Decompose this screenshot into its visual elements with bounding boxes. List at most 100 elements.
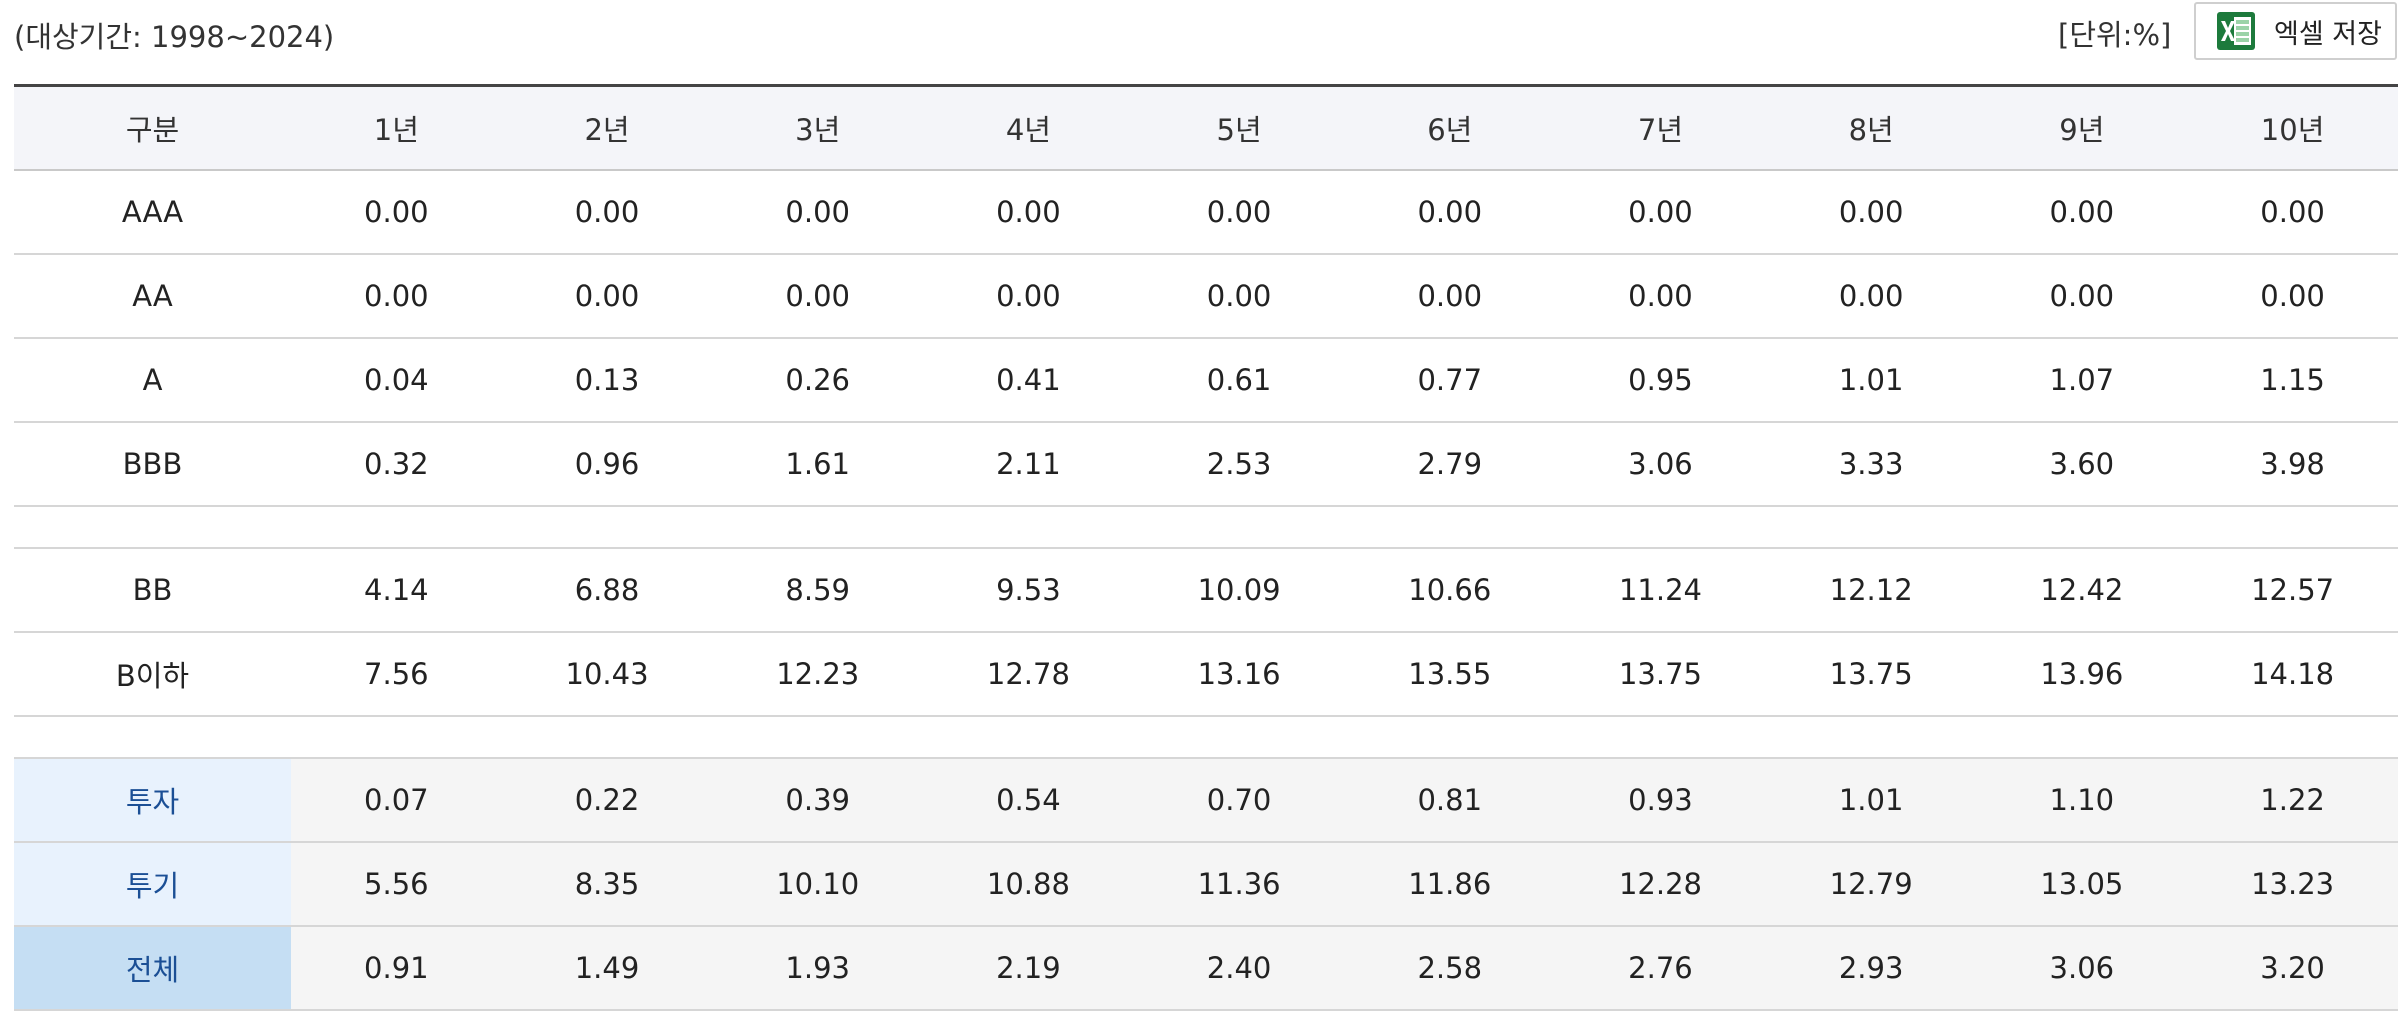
table-cell: 0.39 xyxy=(712,758,924,843)
table-cell: 12.28 xyxy=(1555,842,1766,927)
table-cell: 0.00 xyxy=(712,170,924,255)
table-cell: 0.00 xyxy=(1555,254,1766,339)
summary-label: 투자 xyxy=(14,758,291,843)
table-cell: 11.36 xyxy=(1133,842,1345,927)
table-cell: 0.26 xyxy=(712,338,924,423)
table-cell: 5.56 xyxy=(291,842,502,927)
table-cell: 1.22 xyxy=(2187,758,2398,843)
table-header-row: 구분 1년 2년 3년 4년 5년 6년 7년 8년 9년 10년 xyxy=(14,84,2398,171)
table-cell: 2.93 xyxy=(1765,926,1977,1011)
table-cell: 12.42 xyxy=(1976,548,2188,633)
table-cell: 0.00 xyxy=(2187,254,2398,339)
table-cell: 0.54 xyxy=(923,758,1134,843)
table-cell: 2.19 xyxy=(923,926,1134,1011)
table-row: AAA 0.00 0.00 0.00 0.00 0.00 0.00 0.00 0.00 0.00 0… xyxy=(14,170,2398,255)
excel-icon xyxy=(2217,12,2255,50)
column-header: 2년 xyxy=(501,84,713,171)
table-cell: 2.58 xyxy=(1344,926,1556,1011)
table-cell: 1.10 xyxy=(1976,758,2188,843)
table-cell: 0.32 xyxy=(291,422,502,507)
table-cell: 0.00 xyxy=(1555,170,1766,255)
table-cell: 4.14 xyxy=(291,548,502,633)
table-cell: 0.81 xyxy=(1344,758,1556,843)
table-cell: 1.01 xyxy=(1765,758,1977,843)
table-cell: 6.88 xyxy=(501,548,713,633)
table-cell: 10.09 xyxy=(1133,548,1345,633)
column-header: 9년 xyxy=(1976,84,2188,171)
table-cell: 3.33 xyxy=(1765,422,1977,507)
table-cell: 0.00 xyxy=(501,170,713,255)
table-row: BB 4.14 6.88 8.59 9.53 10.09 10.66 11.24 12.12 12… xyxy=(14,548,2398,633)
default-rate-table: 구분 1년 2년 3년 4년 5년 6년 7년 8년 9년 10년 AAA 0.0… xyxy=(14,84,2398,1011)
table-cell: 2.79 xyxy=(1344,422,1556,507)
spacer-row xyxy=(14,716,2398,759)
table-cell: 1.93 xyxy=(712,926,924,1011)
spacer-cell xyxy=(14,716,2398,759)
table-cell: 0.41 xyxy=(923,338,1134,423)
table-cell: 0.13 xyxy=(501,338,713,423)
table-cell: 3.20 xyxy=(2187,926,2398,1011)
table-cell: 10.43 xyxy=(501,632,713,717)
table-cell: 13.96 xyxy=(1976,632,2188,717)
row-label: AAA xyxy=(14,170,291,255)
table-cell: 0.00 xyxy=(923,254,1134,339)
table-cell: 10.66 xyxy=(1344,548,1556,633)
table-cell: 2.40 xyxy=(1133,926,1345,1011)
table-cell: 10.10 xyxy=(712,842,924,927)
column-header: 1년 xyxy=(291,84,502,171)
table-cell: 1.15 xyxy=(2187,338,2398,423)
table-cell: 1.49 xyxy=(501,926,713,1011)
column-header: 7년 xyxy=(1555,84,1766,171)
table-cell: 0.00 xyxy=(1133,254,1345,339)
excel-save-label: 엑셀 저장 xyxy=(2274,18,2382,50)
table-cell: 0.22 xyxy=(501,758,713,843)
period-text: (대상기간: 1998~2024) xyxy=(14,20,335,54)
column-header: 6년 xyxy=(1344,84,1556,171)
table-cell: 0.70 xyxy=(1133,758,1345,843)
table-cell: 3.06 xyxy=(1976,926,2188,1011)
table-cell: 2.53 xyxy=(1133,422,1345,507)
column-header: 8년 xyxy=(1765,84,1977,171)
table-cell: 11.86 xyxy=(1344,842,1556,927)
table-cell: 0.61 xyxy=(1133,338,1345,423)
table-cell: 0.00 xyxy=(1133,170,1345,255)
table-cell: 12.79 xyxy=(1765,842,1977,927)
table-cell: 7.56 xyxy=(291,632,502,717)
table-cell: 1.61 xyxy=(712,422,924,507)
table-cell: 0.96 xyxy=(501,422,713,507)
table-cell: 1.01 xyxy=(1765,338,1977,423)
summary-total-row: 전체 0.91 1.49 1.93 2.19 2.40 2.58 2.76 2.93 3.06 3.… xyxy=(14,926,2398,1011)
table-cell: 3.60 xyxy=(1976,422,2188,507)
table-cell: 0.04 xyxy=(291,338,502,423)
excel-save-button[interactable]: 엑셀 저장 xyxy=(2194,2,2397,60)
table-cell: 13.75 xyxy=(1765,632,1977,717)
table-cell: 0.00 xyxy=(291,254,502,339)
table-cell: 0.00 xyxy=(1344,170,1556,255)
table-cell: 0.00 xyxy=(923,170,1134,255)
table-cell: 3.06 xyxy=(1555,422,1766,507)
table-cell: 0.77 xyxy=(1344,338,1556,423)
table-cell: 3.98 xyxy=(2187,422,2398,507)
column-header: 10년 xyxy=(2187,84,2398,171)
table-cell: 0.00 xyxy=(712,254,924,339)
table-cell: 0.91 xyxy=(291,926,502,1011)
summary-label: 투기 xyxy=(14,842,291,927)
spacer-cell xyxy=(14,506,2398,549)
table-row: A 0.04 0.13 0.26 0.41 0.61 0.77 0.95 1.01 1.07 1.1… xyxy=(14,338,2398,423)
table-cell: 2.76 xyxy=(1555,926,1766,1011)
table-cell: 12.23 xyxy=(712,632,924,717)
table-cell: 12.12 xyxy=(1765,548,1977,633)
column-header: 5년 xyxy=(1133,84,1345,171)
table-cell: 1.07 xyxy=(1976,338,2188,423)
table-cell: 13.23 xyxy=(2187,842,2398,927)
table-row: BBB 0.32 0.96 1.61 2.11 2.53 2.79 3.06 3.33 3.60 3… xyxy=(14,422,2398,507)
table-cell: 0.00 xyxy=(2187,170,2398,255)
table-cell: 13.55 xyxy=(1344,632,1556,717)
table-cell: 0.00 xyxy=(501,254,713,339)
table-row: AA 0.00 0.00 0.00 0.00 0.00 0.00 0.00 0.00 0.00 0.… xyxy=(14,254,2398,339)
unit-text: [단위:%] xyxy=(2058,18,2172,52)
summary-label: 전체 xyxy=(14,926,291,1011)
table-cell: 0.00 xyxy=(1765,254,1977,339)
table-cell: 0.00 xyxy=(1976,170,2188,255)
row-label: BB xyxy=(14,548,291,633)
